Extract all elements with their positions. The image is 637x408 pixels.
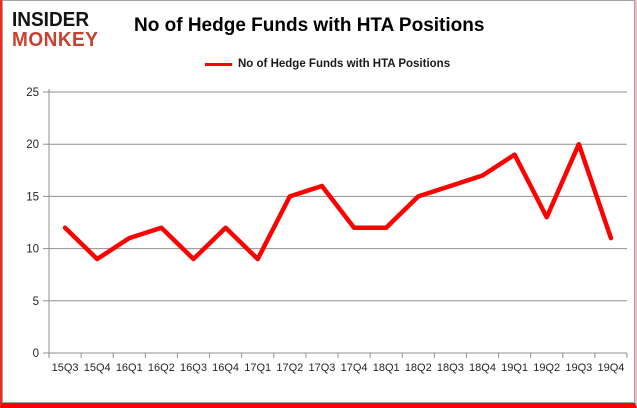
x-axis-label: 17Q2: [276, 362, 303, 374]
x-axis-label: 16Q1: [116, 362, 143, 374]
legend: No of Hedge Funds with HTA Positions: [205, 58, 450, 70]
x-axis-label: 18Q4: [469, 362, 496, 374]
plot-area: 0 5 10 15 20 25 15Q3 15Q4 16Q1 16Q2 16Q3 16Q4 17Q1 17…: [26, 87, 628, 374]
legend-line-icon: [205, 62, 232, 66]
x-axis-label: 15Q3: [52, 362, 79, 374]
x-axis-label: 19Q1: [501, 362, 528, 374]
x-axis-label: 17Q3: [308, 362, 335, 374]
x-axis-label: 15Q4: [84, 362, 111, 374]
x-axis-label: 18Q3: [437, 362, 464, 374]
y-axis-label: 0: [33, 348, 39, 360]
x-axis-label: 16Q3: [180, 362, 207, 374]
legend-label: No of Hedge Funds with HTA Positions: [238, 58, 451, 70]
insider-monkey-logo: INSIDER MONKEY: [12, 8, 99, 51]
y-axis-label: 15: [26, 191, 39, 203]
y-axis-label: 20: [26, 139, 39, 151]
chart-title: No of Hedge Funds with HTA Positions: [134, 15, 485, 36]
x-axis-label: 16Q2: [148, 362, 175, 374]
x-axis-label: 18Q1: [373, 362, 400, 374]
x-axis-label: 16Q4: [212, 362, 239, 374]
series-line: [62, 141, 614, 262]
logo-monkey-text: MONKEY: [12, 28, 99, 51]
logo-insider-text: INSIDER: [12, 8, 90, 31]
x-axis-label: 17Q4: [341, 362, 368, 374]
x-axis-label: 19Q4: [597, 362, 624, 374]
x-axis-label: 19Q3: [565, 362, 592, 374]
y-axis-label: 10: [26, 244, 39, 256]
x-axis-label: 19Q2: [533, 362, 560, 374]
x-axis-label: 18Q2: [405, 362, 432, 374]
y-axis-label: 5: [33, 296, 39, 308]
x-axis-label: 17Q1: [244, 362, 271, 374]
y-axis-label: 25: [26, 87, 39, 99]
